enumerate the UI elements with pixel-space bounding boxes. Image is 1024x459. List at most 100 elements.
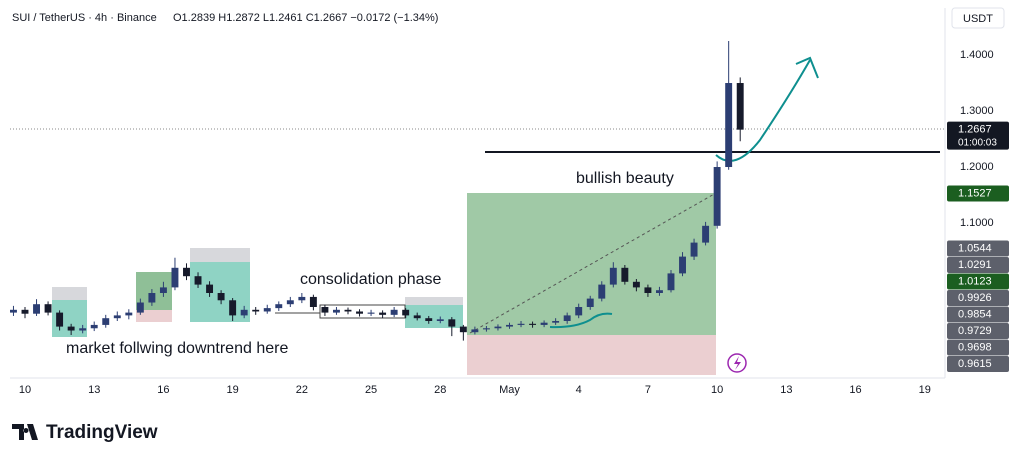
gray-box [52,287,87,300]
candle-body [206,284,214,293]
candle-body [725,83,733,168]
candle-body [194,276,202,285]
candle-body [298,296,306,301]
price-marker-label: 0.9729 [958,325,992,337]
candle-body [125,312,133,316]
candle-body [344,309,352,312]
candle-body [471,329,479,333]
candle-body [598,284,606,299]
candle-body [540,322,548,325]
price-marker-box [947,257,1009,274]
ohlc-legend: O1.2839 H1.2872 L1.2461 C1.2667 −0.0172 … [173,12,438,24]
y-tick-label: 1.4000 [960,49,994,61]
candle-body [390,309,398,315]
candle-body [690,242,698,257]
x-tick-label: 4 [576,384,582,396]
candle-body [136,302,144,313]
x-tick-label: 16 [157,384,169,396]
candle-body [448,319,456,327]
price-marker-box [947,306,1009,323]
x-tick-label: 19 [227,384,239,396]
teal-box [190,262,250,322]
price-marker-label: 0.9615 [958,358,992,370]
x-tick-label: 10 [19,384,31,396]
price-marker-label: 0.9698 [958,341,992,353]
candle-body [67,326,75,331]
candle-body [171,267,179,288]
price-marker: 1.0291 [947,257,1009,274]
price-marker-label: 1.0123 [958,275,992,287]
x-tick-label: 28 [434,384,446,396]
candle-body [10,309,17,313]
price-marker-label: 1.1527 [958,187,992,199]
candle-body [632,281,640,288]
candle-body [379,312,387,315]
candle-body [90,324,98,329]
candle-body [713,167,721,226]
candle-body [79,328,87,331]
price-marker-box [947,290,1009,307]
x-tick-label: 25 [365,384,377,396]
candle-body [159,287,167,293]
currency-button[interactable] [951,7,1005,29]
candle-body [425,318,433,321]
candle-body [252,309,260,312]
candle-body [655,290,663,293]
candle-body [609,267,617,285]
x-tick-label: 16 [849,384,861,396]
candle-body [436,319,444,321]
candle-body [702,225,710,243]
y-tick-label: 1.2000 [960,161,994,173]
x-tick-label: 7 [645,384,651,396]
x-tick-label: 10 [711,384,723,396]
price-marker-box [947,339,1009,356]
gray-box [190,248,250,262]
candle-body [44,304,52,313]
candle-body [506,324,513,327]
candle-body [621,267,629,282]
candle-body [552,320,560,323]
candle-body [494,326,502,329]
event-icon[interactable] [727,353,747,373]
y-tick-label: 1.1000 [960,217,994,229]
candle-body [529,323,537,325]
y-tick-label: 1.3000 [960,105,994,117]
candle-body [56,312,64,327]
candle-body [275,304,283,309]
price-marker-box [947,121,1009,150]
price-marker-box [947,273,1009,290]
price-marker-box [947,356,1009,373]
price-marker-label: 1.0291 [958,259,992,271]
candle-body [736,83,744,130]
price-marker: 0.9615 [947,356,1009,373]
candle-body [679,256,686,274]
annotation: consolidation phase [300,271,442,288]
x-tick-label: 13 [780,384,792,396]
red-box [467,335,716,375]
candle-body [229,300,237,316]
candle-body [356,311,363,314]
candle-body [240,309,248,316]
brand: TradingView [46,422,158,443]
candle-body [563,315,571,321]
annotation: bullish beauty [576,170,674,187]
price-marker: 1.0123 [947,273,1009,290]
x-tick-label: May [499,384,520,396]
x-tick-label: 13 [88,384,100,396]
candle-body [367,312,375,314]
x-tick-label: 22 [296,384,308,396]
candle-body [586,298,594,307]
gray-box [405,297,463,305]
price-marker-box [947,240,1009,257]
price-marker-label: 1.0544 [958,242,992,254]
trend-line [469,192,717,334]
price-marker-label: 1.2667 [958,124,992,136]
price-marker: 1.0544 [947,240,1009,257]
logo: TradingView [12,422,158,443]
candle-body [21,309,29,314]
candle-body [102,318,110,325]
price-marker: 0.9698 [947,339,1009,356]
candles [10,41,744,341]
candle-body [575,306,583,316]
